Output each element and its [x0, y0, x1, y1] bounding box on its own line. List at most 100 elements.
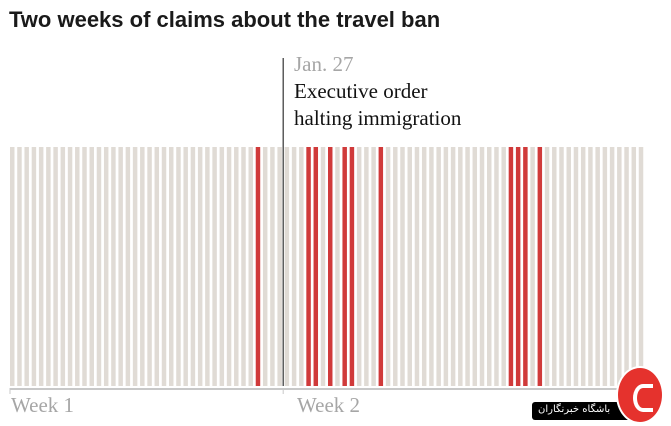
claim-bar — [241, 147, 246, 386]
claim-bar — [494, 147, 499, 386]
claim-bar — [96, 147, 102, 386]
claim-bar — [429, 147, 434, 386]
watermark-text: باشگاه خبرنگاران — [538, 404, 611, 415]
claim-bar — [580, 147, 586, 386]
claim-bar — [60, 147, 66, 386]
claim-bar — [559, 147, 564, 386]
claim-bar — [53, 147, 58, 386]
claim-bar — [219, 147, 225, 386]
claim-bar — [183, 147, 188, 386]
claim-bar — [17, 147, 22, 386]
claim-bar — [248, 147, 253, 386]
claim-bar — [125, 147, 131, 386]
claim-bar — [465, 147, 470, 386]
claim-bar — [255, 147, 261, 386]
claim-bar — [306, 147, 311, 386]
claim-bar — [515, 147, 521, 386]
claim-bar — [212, 147, 217, 386]
watermark-logo: باشگاه خبرنگاران — [532, 366, 664, 426]
claim-bar — [154, 147, 160, 386]
claim-bar — [147, 147, 152, 386]
claim-bar — [371, 147, 376, 386]
claim-bar — [197, 147, 203, 386]
claim-bar — [46, 147, 51, 386]
claim-bar — [508, 147, 514, 386]
claim-bar — [393, 147, 398, 386]
claim-bar — [205, 147, 210, 386]
claim-bar — [364, 147, 369, 386]
claim-bar — [400, 147, 405, 386]
claim-bar — [320, 147, 326, 386]
watermark-emblem-icon — [616, 366, 664, 424]
claim-bar — [38, 147, 44, 386]
claim-bar — [450, 147, 456, 386]
claim-bar — [234, 147, 239, 386]
claim-bar — [407, 147, 412, 386]
claim-bar — [190, 147, 196, 386]
claim-bar — [226, 147, 232, 386]
claim-bar — [378, 147, 384, 386]
claim-bar — [638, 147, 644, 386]
claim-bar — [140, 147, 145, 386]
claim-bar — [161, 147, 167, 386]
claim-bar — [335, 147, 340, 386]
annotation-line-2: halting immigration — [294, 106, 462, 130]
claim-bar — [10, 147, 15, 386]
claim-bar — [291, 147, 297, 386]
claim-bar — [487, 147, 492, 386]
claim-bar — [118, 147, 123, 386]
claim-bar — [262, 147, 268, 386]
claim-bar — [566, 147, 571, 386]
claim-bar — [132, 147, 138, 386]
claim-bar — [277, 147, 282, 386]
claim-bar — [602, 147, 608, 386]
claim-bar — [624, 147, 629, 386]
claim-bar — [472, 147, 478, 386]
watermark-bar: باشگاه خبرنگاران — [532, 402, 640, 420]
claim-bar — [537, 147, 543, 386]
claim-bar — [544, 147, 550, 386]
claim-bar — [67, 147, 73, 386]
page-title: Two weeks of claims about the travel ban — [9, 7, 441, 32]
claim-bar — [31, 147, 37, 386]
claim-bar — [342, 147, 347, 386]
claim-bar — [169, 147, 174, 386]
annotation-text: Executive order halting immigration — [294, 78, 461, 132]
claim-bar — [588, 147, 593, 386]
claim-bar — [75, 147, 80, 386]
claim-bar — [349, 147, 355, 386]
claim-bar — [89, 147, 94, 386]
claim-bar — [501, 147, 506, 386]
claim-bar — [458, 147, 463, 386]
claim-bar — [111, 147, 116, 386]
claim-bar — [421, 147, 427, 386]
claim-bar — [313, 147, 319, 386]
week-2-label: Week 2 — [297, 393, 361, 417]
claim-bar — [414, 147, 420, 386]
claim-bar — [82, 147, 87, 386]
claim-bar — [328, 147, 333, 386]
claim-bar — [609, 147, 615, 386]
claim-bar — [24, 147, 29, 386]
claim-bar — [176, 147, 181, 386]
claim-bar — [595, 147, 600, 386]
claim-bar — [103, 147, 109, 386]
claim-bar — [299, 147, 304, 386]
claim-bar — [573, 147, 579, 386]
claim-bar — [631, 147, 637, 386]
claim-bar — [479, 147, 485, 386]
claim-bar — [552, 147, 557, 386]
annotation-line-1: Executive order — [294, 79, 428, 103]
claim-bar — [617, 147, 622, 386]
claim-bar — [356, 147, 362, 386]
annotation-date: Jan. 27 — [294, 52, 354, 76]
claim-bar — [385, 147, 391, 386]
week-1-label: Week 1 — [11, 393, 75, 417]
claim-bar — [284, 147, 290, 386]
claim-bar — [530, 147, 535, 386]
claim-bar — [436, 147, 441, 386]
claim-bar — [270, 147, 275, 386]
claim-bar — [523, 147, 528, 386]
claim-bar — [443, 147, 449, 386]
